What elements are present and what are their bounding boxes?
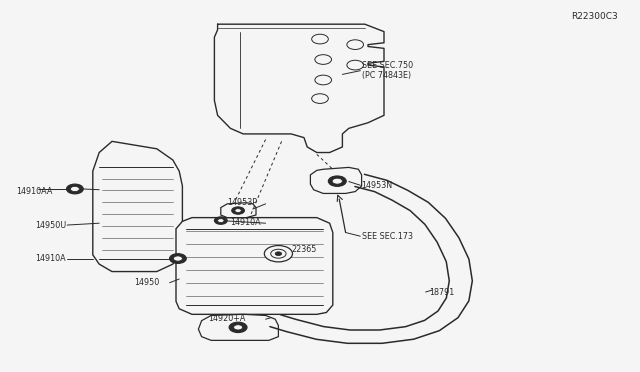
Circle shape [332,178,342,184]
Text: 14953N: 14953N [362,181,393,190]
Text: 22365: 22365 [291,246,317,254]
Text: 14910AA: 14910AA [16,187,52,196]
Text: 14910A: 14910A [35,254,66,263]
Text: 14920+A: 14920+A [208,314,245,323]
Circle shape [347,40,364,49]
Circle shape [312,34,328,44]
Polygon shape [310,167,362,193]
Circle shape [347,60,364,70]
Circle shape [235,209,241,212]
Circle shape [315,75,332,85]
Circle shape [173,256,182,261]
Polygon shape [221,203,256,218]
Circle shape [232,207,244,214]
Polygon shape [176,218,333,314]
Text: R22300C3: R22300C3 [571,12,618,21]
Circle shape [67,184,83,194]
Circle shape [312,94,328,103]
Text: SEE SEC.750
(PC 74843E): SEE SEC.750 (PC 74843E) [362,61,413,80]
Circle shape [328,176,346,186]
Circle shape [271,249,286,258]
Circle shape [170,254,186,263]
Text: SEE SEC.173: SEE SEC.173 [362,232,413,241]
Text: 14910A: 14910A [230,218,261,227]
Circle shape [70,186,79,192]
Circle shape [218,219,224,222]
Text: 14950U: 14950U [35,221,67,230]
Text: 18791: 18791 [429,288,454,296]
Circle shape [214,217,227,224]
Text: 14953P: 14953P [227,198,257,207]
Circle shape [275,252,282,256]
Text: 14950: 14950 [134,278,159,287]
Polygon shape [198,314,278,340]
Circle shape [264,246,292,262]
Circle shape [229,322,247,333]
Circle shape [315,55,332,64]
Circle shape [234,325,243,330]
Polygon shape [93,141,182,272]
